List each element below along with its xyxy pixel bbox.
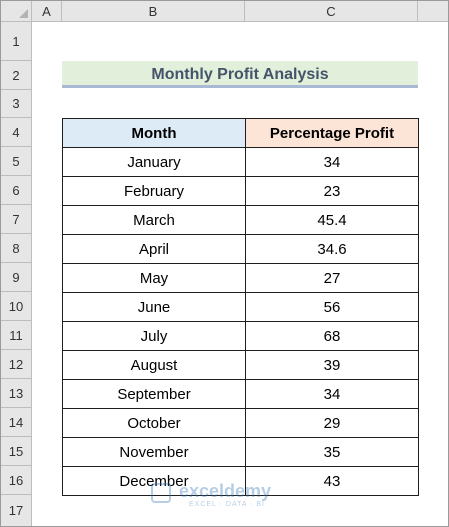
month-cell[interactable]: December [62,466,246,496]
profit-table: Month Percentage Profit January 34 Februa… [62,118,419,496]
month-cell[interactable]: March [62,205,246,235]
table-row: February 23 [62,176,419,206]
table-row: July 68 [62,321,419,351]
table-row: April 34.6 [62,234,419,264]
row-header-11[interactable]: 11 [1,321,32,350]
percentage-profit-header-cell[interactable]: Percentage Profit [245,118,419,148]
row-header-1[interactable]: 1 [1,22,32,61]
table-header-row: Month Percentage Profit [62,118,419,148]
table-row: June 56 [62,292,419,322]
row-header-4[interactable]: 4 [1,118,32,147]
row-header-2[interactable]: 2 [1,61,32,90]
row-header-3[interactable]: 3 [1,90,32,118]
row-header-7[interactable]: 7 [1,205,32,234]
month-cell[interactable]: July [62,321,246,351]
profit-cell[interactable]: 34 [245,147,419,177]
month-cell[interactable]: February [62,176,246,206]
watermark-tagline: EXCEL · DATA · BI [189,501,265,508]
table-row: January 34 [62,147,419,177]
profit-cell[interactable]: 27 [245,263,419,293]
profit-cell[interactable]: 39 [245,350,419,380]
row-header-13[interactable]: 13 [1,379,32,408]
table-row: March 45.4 [62,205,419,235]
profit-cell[interactable]: 43 [245,466,419,496]
month-cell[interactable]: October [62,408,246,438]
row-header-16[interactable]: 16 [1,466,32,495]
column-header-c[interactable]: C [245,1,418,22]
month-header-cell[interactable]: Month [62,118,246,148]
row-header-17[interactable]: 17 [1,495,32,526]
table-row: October 29 [62,408,419,438]
select-all-corner[interactable] [1,1,32,22]
table-row: September 34 [62,379,419,409]
profit-cell[interactable]: 34.6 [245,234,419,264]
table-row: December 43 [62,466,419,496]
column-header-b[interactable]: B [62,1,245,22]
month-cell[interactable]: September [62,379,246,409]
row-header-9[interactable]: 9 [1,263,32,292]
table-row: November 35 [62,437,419,467]
sheet-title[interactable]: Monthly Profit Analysis [62,61,418,88]
row-header-12[interactable]: 12 [1,350,32,379]
month-cell[interactable]: June [62,292,246,322]
row-header-10[interactable]: 10 [1,292,32,321]
profit-cell[interactable]: 56 [245,292,419,322]
profit-cell[interactable]: 29 [245,408,419,438]
table-row: May 27 [62,263,419,293]
month-cell[interactable]: January [62,147,246,177]
month-cell[interactable]: May [62,263,246,293]
month-cell[interactable]: November [62,437,246,467]
select-all-triangle-icon [19,9,28,18]
row-header-14[interactable]: 14 [1,408,32,437]
row-header-8[interactable]: 8 [1,234,32,263]
profit-cell[interactable]: 68 [245,321,419,351]
profit-cell[interactable]: 35 [245,437,419,467]
profit-cell[interactable]: 45.4 [245,205,419,235]
row-header-5[interactable]: 5 [1,147,32,176]
table-row: August 39 [62,350,419,380]
profit-cell[interactable]: 23 [245,176,419,206]
month-cell[interactable]: April [62,234,246,264]
column-header-a[interactable]: A [32,1,62,22]
profit-cell[interactable]: 34 [245,379,419,409]
column-header-blank [418,1,448,22]
row-header-15[interactable]: 15 [1,437,32,466]
month-cell[interactable]: August [62,350,246,380]
row-header-6[interactable]: 6 [1,176,32,205]
